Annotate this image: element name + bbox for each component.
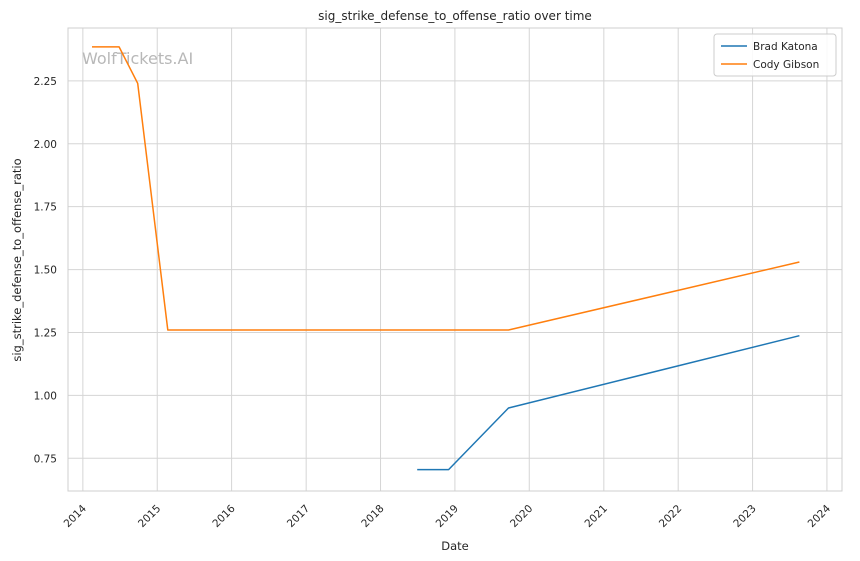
- x-tick-label: 2018: [359, 503, 386, 530]
- legend-box: [713, 33, 837, 77]
- x-axis-label: Date: [441, 539, 469, 553]
- y-tick-label: 1.25: [34, 327, 57, 339]
- plot-frame: [67, 27, 843, 492]
- watermark: WolfTickets.AI: [82, 49, 193, 68]
- x-tick-label: 2015: [136, 503, 163, 530]
- y-tick-label: 0.75: [34, 453, 57, 465]
- y-tick-label: 1.75: [34, 202, 57, 214]
- x-tick-labels: 2014 2015 2016 2017 2018 2019 2020 2021 2022 2023…: [62, 502, 834, 530]
- y-tick-label: 2.25: [34, 76, 57, 88]
- chart-title: sig_strike_defense_to_offense_ratio over…: [318, 9, 592, 23]
- legend: Brad Katona Cody Gibson: [713, 33, 837, 77]
- series-line-cody-gibson: [92, 46, 800, 331]
- x-tick-label: 2022: [657, 503, 684, 530]
- grid: [68, 28, 842, 491]
- y-tick-labels: 0.75 1.00 1.25 1.50 1.75 2.00 2.25: [34, 76, 57, 465]
- y-axis-label: sig_strike_defense_to_offense_ratio: [10, 158, 24, 361]
- x-tick-label: 2020: [508, 503, 535, 530]
- x-tick-label: 2021: [583, 503, 610, 530]
- series-line-brad-katona: [417, 334, 800, 471]
- legend-label-cody-gibson: Cody Gibson: [753, 59, 819, 71]
- x-tick-label: 2014: [62, 502, 90, 530]
- x-tick-label: 2016: [210, 502, 238, 530]
- legend-label-brad-katona: Brad Katona: [753, 41, 818, 53]
- y-tick-label: 1.00: [34, 390, 57, 402]
- x-tick-label: 2019: [434, 503, 461, 530]
- y-tick-label: 1.50: [34, 265, 57, 277]
- series-lines: [92, 46, 800, 471]
- x-tick-label: 2017: [285, 503, 312, 530]
- x-tick-label: 2023: [731, 503, 758, 530]
- x-tick-label: 2024: [806, 502, 834, 530]
- y-tick-label: 2.00: [34, 139, 57, 151]
